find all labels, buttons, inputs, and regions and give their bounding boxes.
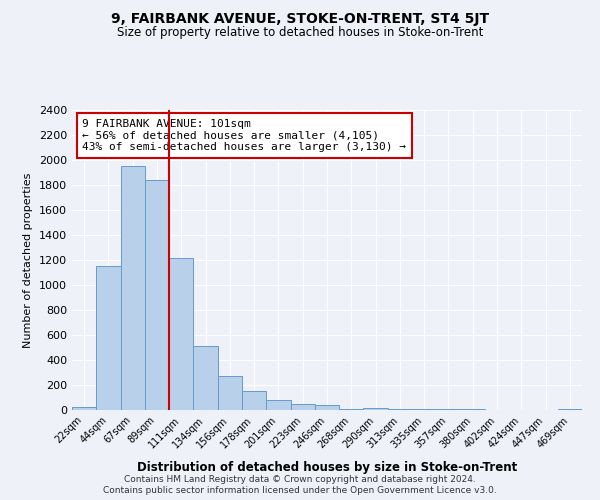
Y-axis label: Number of detached properties: Number of detached properties [23, 172, 34, 348]
Bar [72, 407, 96, 410]
Bar [315, 405, 339, 410]
Text: Contains HM Land Registry data © Crown copyright and database right 2024.: Contains HM Land Registry data © Crown c… [124, 475, 476, 484]
Bar [339, 409, 364, 410]
Bar [96, 266, 121, 410]
Bar [145, 180, 169, 410]
Bar [193, 346, 218, 410]
Text: Size of property relative to detached houses in Stoke-on-Trent: Size of property relative to detached ho… [117, 26, 483, 39]
Text: 9 FAIRBANK AVENUE: 101sqm
← 56% of detached houses are smaller (4,105)
43% of se: 9 FAIRBANK AVENUE: 101sqm ← 56% of detac… [82, 119, 406, 152]
Text: 9, FAIRBANK AVENUE, STOKE-ON-TRENT, ST4 5JT: 9, FAIRBANK AVENUE, STOKE-ON-TRENT, ST4 … [111, 12, 489, 26]
Bar [266, 400, 290, 410]
Bar [290, 404, 315, 410]
Bar [364, 408, 388, 410]
Bar [169, 258, 193, 410]
X-axis label: Distribution of detached houses by size in Stoke-on-Trent: Distribution of detached houses by size … [137, 461, 517, 474]
Bar [218, 376, 242, 410]
Text: Contains public sector information licensed under the Open Government Licence v3: Contains public sector information licen… [103, 486, 497, 495]
Bar [121, 166, 145, 410]
Bar [242, 391, 266, 410]
